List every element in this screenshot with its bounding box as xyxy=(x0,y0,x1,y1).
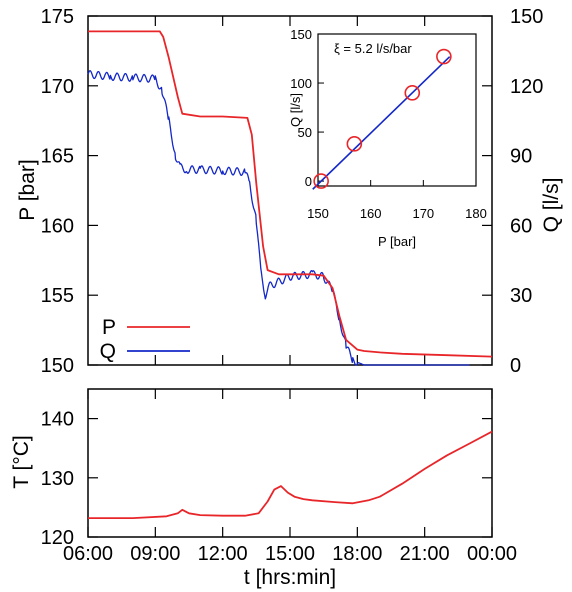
top-y-tick-label: 150 xyxy=(41,355,74,377)
inset-y-tick-label: 0 xyxy=(305,174,312,189)
top-plot-y2-label: Q [l/s] xyxy=(540,178,563,233)
legend-label-P: P xyxy=(102,316,116,339)
bottom-plot-x-label: t [hrs:min] xyxy=(244,566,336,589)
inset-frame xyxy=(317,33,477,187)
bottom-plot-axes: 120 130 140 06:00 09:00 12:00 15:00 18:00 21:00 0… xyxy=(41,389,517,565)
inset-x-tick-label: 170 xyxy=(412,206,434,221)
top-y-tick-label: 155 xyxy=(41,285,74,307)
top-plot-y-label: P [bar] xyxy=(16,159,39,220)
top-y-tick-label: 160 xyxy=(41,215,74,237)
legend: PQ xyxy=(100,316,190,363)
inset-y-label: Q [l/s] xyxy=(288,93,303,127)
bottom-x-tick-label: 06:00 xyxy=(63,543,113,565)
bottom-x-tick-label: 21:00 xyxy=(400,543,450,565)
top-y2-tick-label: 90 xyxy=(510,146,532,168)
inset-annotation: ξ = 5.2 l/s/bar xyxy=(334,41,412,56)
bottom-plot-frame xyxy=(87,388,493,538)
top-y2-tick-label: 150 xyxy=(510,6,543,28)
bottom-x-tick-label: 18:00 xyxy=(332,543,382,565)
top-y2-tick-label: 0 xyxy=(510,355,521,377)
bottom-x-tick-label: 09:00 xyxy=(130,543,180,565)
inset-point xyxy=(404,85,421,101)
inset-x-tick-label: 180 xyxy=(465,206,487,221)
inset-point xyxy=(346,136,363,152)
top-plot-axes: 150 155 160 165 170 175 0 30 60 90 120 150 xyxy=(41,6,544,377)
top-y-tick-label: 170 xyxy=(41,76,74,98)
inset-axes: 150 160 170 180 0 50 100 150 xyxy=(290,27,487,221)
inset-point xyxy=(313,173,329,189)
top-y-tick-label: 165 xyxy=(41,146,74,168)
series-line-Q xyxy=(87,70,470,366)
bottom-plot-series xyxy=(88,430,493,519)
bottom-x-tick-label: 00:00 xyxy=(467,543,517,565)
top-y-tick-label: 175 xyxy=(41,6,74,28)
inset-point xyxy=(436,48,452,65)
bottom-x-tick-label: 15:00 xyxy=(265,543,315,565)
top-plot: P [bar] Q [l/s] 150 155 160 165 170 175 0 30 60 9… xyxy=(16,6,563,377)
inset-x-label: P [bar] xyxy=(378,234,416,249)
inset-y-tick-label: 50 xyxy=(298,125,312,140)
bottom-x-tick-label: 12:00 xyxy=(198,543,248,565)
inset-x-tick-label: 160 xyxy=(360,206,382,221)
inset-x-tick-label: 150 xyxy=(307,206,329,221)
series-line-P xyxy=(88,30,493,358)
top-y2-tick-label: 60 xyxy=(510,215,532,237)
series-line-T xyxy=(88,430,493,519)
inset-plot: ξ = 5.2 l/s/bar P [bar] Q [l/s] 150 160 17… xyxy=(288,27,487,249)
bottom-plot-y-label: T [°C] xyxy=(10,435,33,489)
bottom-y-tick-label: 130 xyxy=(41,468,74,490)
inset-y-tick-label: 150 xyxy=(290,27,312,42)
bottom-y-tick-label: 120 xyxy=(41,527,74,549)
legend-label-Q: Q xyxy=(100,340,116,363)
top-y2-tick-label: 120 xyxy=(510,76,543,98)
inset-fit-line xyxy=(312,56,451,190)
top-y2-tick-label: 30 xyxy=(510,285,532,307)
bottom-y-tick-label: 140 xyxy=(41,409,74,431)
inset-y-tick-label: 100 xyxy=(290,76,312,91)
inset-series xyxy=(312,48,452,190)
top-plot-series xyxy=(87,30,493,366)
